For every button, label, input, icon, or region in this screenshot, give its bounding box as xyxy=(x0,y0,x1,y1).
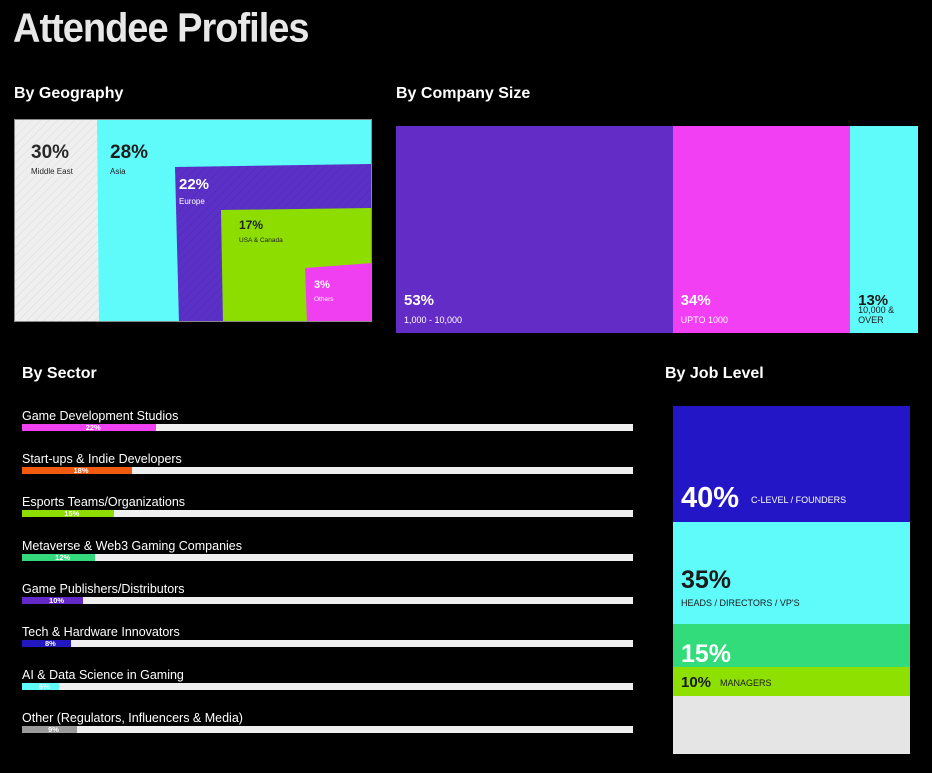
company-size-segment: 53% 1,000 - 10,000 xyxy=(396,126,673,333)
sector-bar xyxy=(22,683,59,691)
geo-name-asia: Asia xyxy=(110,167,126,176)
geo-name-usa-canada: USA & Canada xyxy=(239,237,283,244)
geo-name-europe: Europe xyxy=(179,197,205,206)
sector-bar xyxy=(22,467,132,475)
sector-value-label: 9% xyxy=(48,725,59,735)
sector-row: Esports Teams/Organizations 15% xyxy=(22,494,633,519)
geo-pct-others: 3% xyxy=(314,279,330,291)
sector-value-label: 18% xyxy=(73,466,89,476)
sector-label: Start-ups & Indie Developers xyxy=(22,452,182,467)
sector-value-label: 15% xyxy=(64,509,80,519)
sector-label: Game Publishers/Distributors xyxy=(22,581,185,596)
sector-label: AI & Data Science in Gaming xyxy=(22,668,184,683)
sector-value-label: 12% xyxy=(55,552,71,562)
sector-value-label: 22% xyxy=(85,423,101,432)
company-size-heading: By Company Size xyxy=(396,85,531,102)
job-level-pct: 40% xyxy=(681,482,740,514)
sector-row: Metaverse & Web3 Gaming Companies 12% xyxy=(22,538,633,562)
sector-row: Start-ups & Indie Developers 18% xyxy=(22,451,633,476)
company-size-segment: 34% UPTO 1000 xyxy=(672,126,851,333)
job-level-pct: 35% xyxy=(681,566,732,594)
company-size-pct: 13% xyxy=(858,292,889,309)
job-level-segment: 40% C-LEVEL / FOUNDERS xyxy=(673,406,910,522)
sector-row: AI & Data Science in Gaming 6% xyxy=(22,667,633,692)
sector-bar xyxy=(22,640,71,647)
geo-pct-asia: 28% xyxy=(110,142,149,163)
geo-pct-usa-canada: 17% xyxy=(239,218,264,232)
sector-value-label: 10% xyxy=(49,595,65,605)
sector-row: Tech & Hardware Innovators 8% xyxy=(22,624,633,648)
job-level-name: MANAGERS xyxy=(720,678,772,688)
job-level-name: HEADS / DIRECTORS / VP'S xyxy=(681,598,800,608)
company-size-name: 10,000 & OVER xyxy=(858,305,895,325)
job-level-segment: 35% HEADS / DIRECTORS / VP'S xyxy=(673,522,910,624)
geo-pct-europe: 22% xyxy=(179,176,210,193)
sector-bar xyxy=(22,510,114,518)
sector-heading: By Sector xyxy=(22,365,97,382)
job-level-pct: 10% xyxy=(681,674,712,691)
sector-bar-track: 18% xyxy=(22,466,633,476)
geo-pct-middle-east: 30% xyxy=(31,142,70,163)
geo-label-middle-east: 30% Middle East xyxy=(31,142,73,176)
sector-bar xyxy=(22,424,157,431)
sector-label: Other (Regulators, Influencers & Media) xyxy=(22,711,243,726)
sector-bar-track: 15% xyxy=(22,509,633,519)
job-level-chart: 40% C-LEVEL / FOUNDERS 35% HEADS / DIRECTOR… xyxy=(673,406,910,754)
page-title: Attendee Profiles xyxy=(13,6,310,52)
company-size-name: 1,000 - 10,000 xyxy=(404,315,463,325)
geo-label-others: 3% Others xyxy=(314,275,334,303)
geo-name-middle-east: Middle East xyxy=(31,167,73,176)
sector-bar xyxy=(22,553,96,561)
company-size-pct: 53% xyxy=(404,292,435,309)
sector-bar-track: 10% xyxy=(22,595,633,605)
sector-bar-track: 12% xyxy=(22,552,633,562)
sector-row: Game Publishers/Distributors 10% xyxy=(22,581,633,605)
sector-bar-track: 9% xyxy=(22,725,633,735)
job-level-heading: By Job Level xyxy=(665,365,764,382)
geo-label-usa-canada: 17% USA & Canada xyxy=(239,216,283,244)
sector-row: Game Development Studios 22% xyxy=(22,408,633,432)
company-size-segment: 13% 10,000 & OVER xyxy=(850,126,918,333)
job-level-pct: 15% xyxy=(681,639,732,668)
sector-label: Tech & Hardware Innovators xyxy=(22,625,180,639)
sector-bar-track: 22% xyxy=(22,423,633,432)
sector-bar-track: 8% xyxy=(22,639,633,648)
sector-label: Metaverse & Web3 Gaming Companies xyxy=(22,538,243,553)
job-level-name: C-LEVEL / FOUNDERS xyxy=(751,495,847,505)
geography-heading: By Geography xyxy=(14,85,124,102)
geo-name-others: Others xyxy=(314,296,334,303)
geo-label-europe: 22% Europe xyxy=(179,176,209,206)
job-level-segment: 10% MANAGERS xyxy=(673,667,910,696)
job-level-segment: 15%DEVELOPERS xyxy=(673,623,910,680)
sector-value-label: 6% xyxy=(38,682,50,692)
company-size-chart: 53% 1,000 - 10,000 34% UPTO 1000 13% 10,000 &… xyxy=(396,126,918,333)
geography-shapes xyxy=(15,120,371,321)
company-size-name: UPTO 1000 xyxy=(680,315,729,325)
geo-region-others xyxy=(305,263,371,321)
sector-bar-track: 6% xyxy=(22,682,633,692)
company-size-pct: 34% xyxy=(680,292,711,309)
sector-bar xyxy=(22,596,84,604)
sector-value-label: 8% xyxy=(45,639,56,648)
sector-row: Other (Regulators, Influencers & Media) 9… xyxy=(22,710,633,735)
geo-label-asia: 28% Asia xyxy=(110,142,148,176)
geography-chart: 30% Middle East 28% Asia 22% Europe 17% … xyxy=(14,119,372,322)
sector-bar xyxy=(22,726,77,734)
sector-label: Esports Teams/Organizations xyxy=(22,495,186,510)
sector-label: Game Development Studios xyxy=(22,409,179,423)
